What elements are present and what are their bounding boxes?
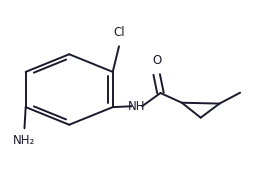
- Text: Cl: Cl: [113, 26, 125, 39]
- Text: NH₂: NH₂: [13, 134, 36, 147]
- Text: O: O: [152, 54, 161, 67]
- Text: NH: NH: [128, 100, 145, 113]
